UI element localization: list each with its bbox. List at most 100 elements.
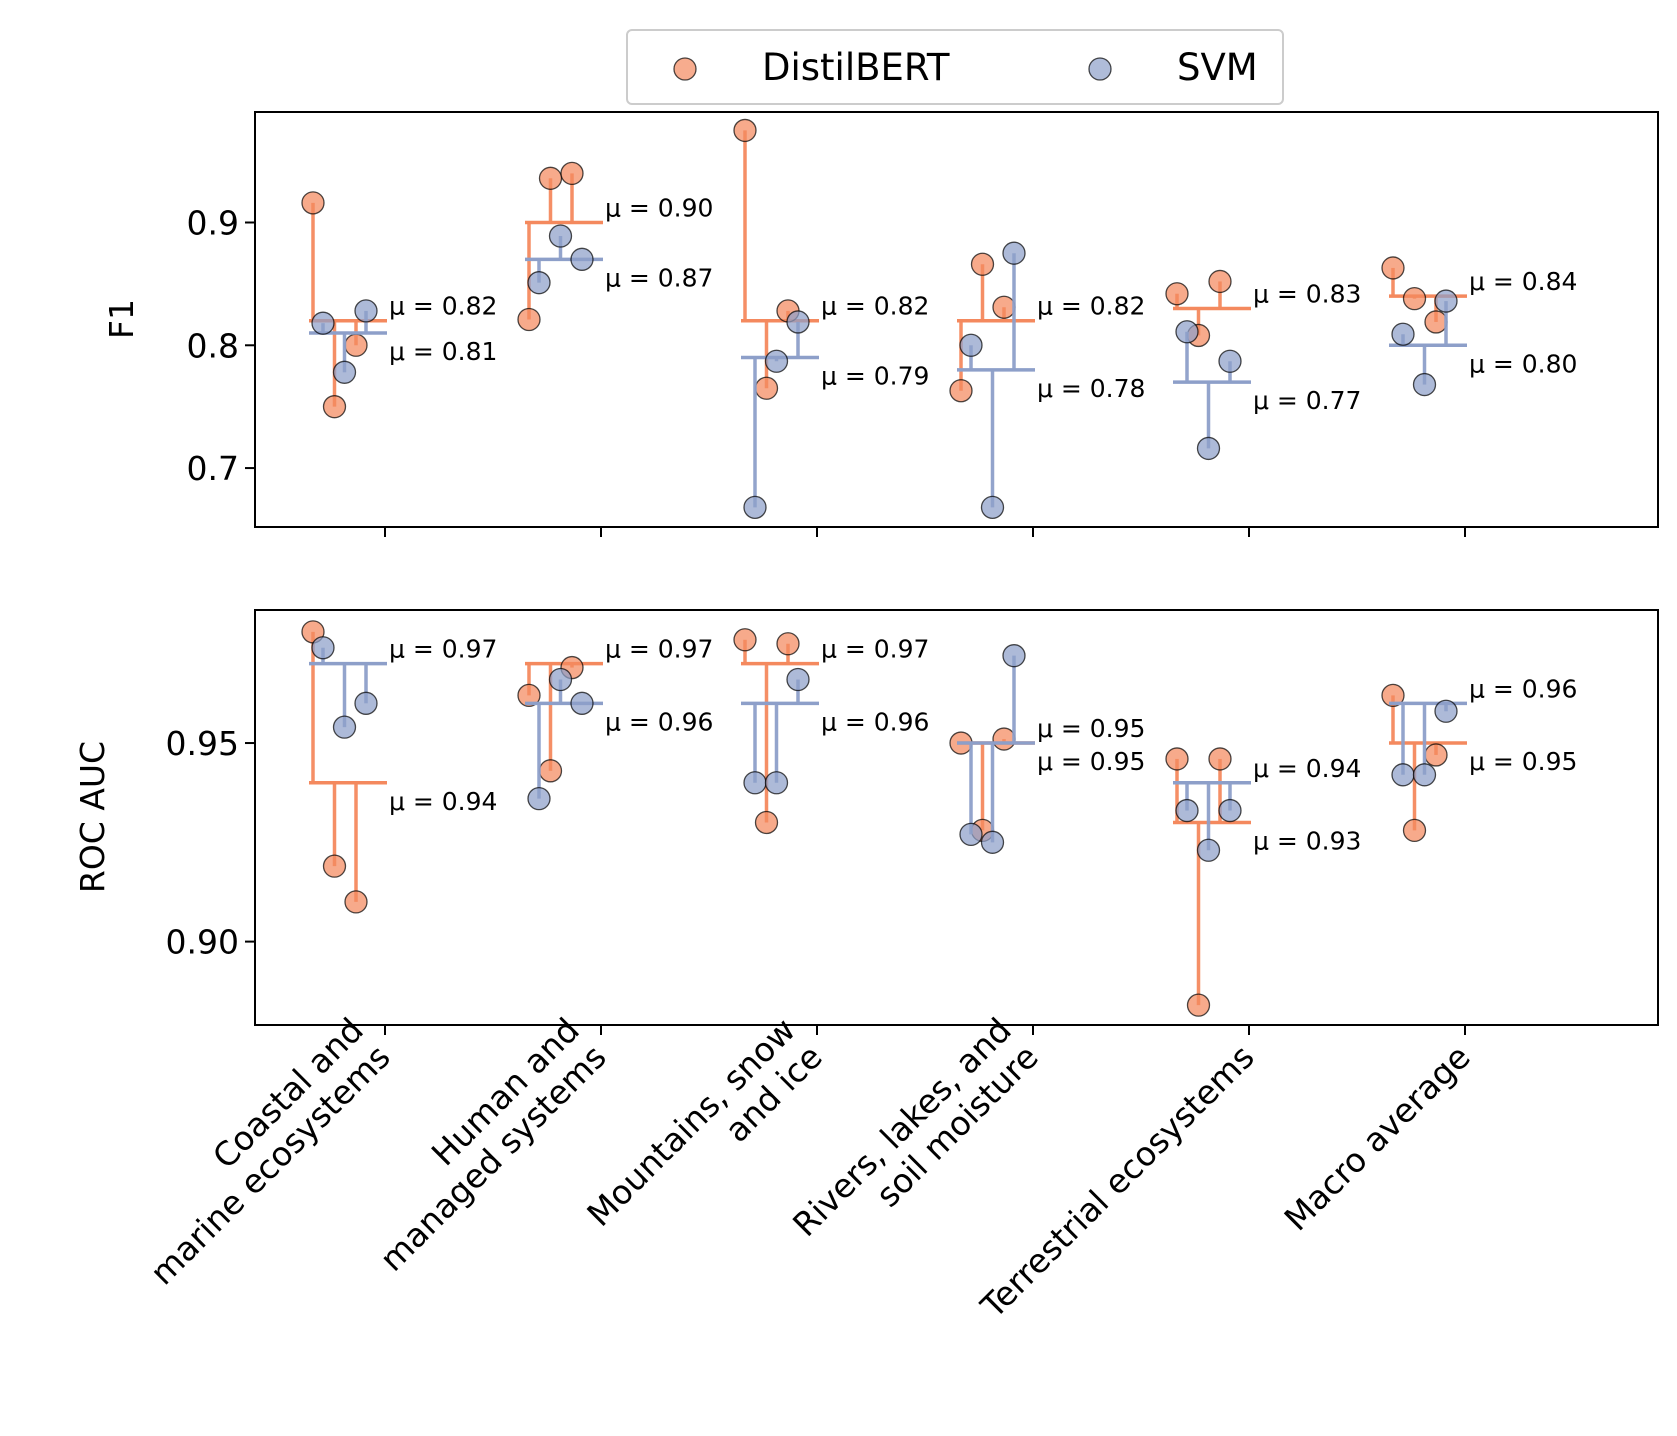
point-f1-distilbert-3-1	[970, 252, 995, 276]
mean-label-f1-svm-3: μ = 0.78	[1037, 374, 1145, 403]
point-roc-auc-svm-2-1	[764, 771, 789, 795]
point-roc-auc-svm-3-1	[980, 830, 1005, 854]
point-roc-auc-distilbert-2-1	[754, 810, 779, 835]
point-f1-svm-4-2	[1218, 349, 1242, 373]
point-f1-distilbert-5-2	[1424, 310, 1448, 334]
point-roc-auc-svm-3-2	[1002, 644, 1026, 668]
panel-roc-auc-ytick-label-1: 0.95	[166, 724, 239, 763]
mean-label-roc-auc-distilbert-3: μ = 0.95	[1037, 747, 1145, 776]
point-roc-auc-distilbert-0-1	[322, 854, 347, 878]
mean-label-roc-auc-svm-1: μ = 0.96	[605, 707, 713, 736]
panel-roc-auc-marks: μ = 0.97 μ = 0.94 μ = 0.97 μ = 0.96 μ = 0.97…	[301, 620, 1577, 1017]
point-f1-distilbert-3-0	[949, 379, 973, 403]
mean-label-f1-svm-2: μ = 0.79	[821, 362, 929, 391]
point-f1-svm-0-0	[311, 311, 335, 335]
mean-label-f1-distilbert-5: μ = 0.84	[1469, 267, 1577, 296]
point-f1-svm-1-0	[527, 271, 551, 295]
point-roc-auc-svm-1-2	[570, 691, 594, 715]
mean-label-roc-auc-distilbert-4: μ = 0.93	[1253, 826, 1361, 855]
point-roc-auc-distilbert-3-2	[992, 727, 1016, 751]
panel-f1-ytick-label-2: 0.9	[187, 204, 239, 243]
point-roc-auc-svm-4-1	[1196, 838, 1221, 862]
mean-label-f1-distilbert-4: μ = 0.83	[1253, 279, 1361, 308]
point-roc-auc-svm-0-1	[332, 715, 357, 739]
point-f1-distilbert-1-2	[560, 161, 584, 186]
point-f1-svm-0-2	[354, 299, 378, 323]
point-f1-svm-2-2	[786, 310, 810, 334]
point-f1-svm-0-1	[332, 360, 357, 384]
point-roc-auc-svm-5-0	[1391, 763, 1415, 787]
point-roc-auc-svm-3-0	[959, 822, 983, 847]
point-f1-svm-5-2	[1434, 289, 1458, 313]
mean-label-f1-distilbert-2: μ = 0.82	[821, 292, 929, 321]
point-roc-auc-distilbert-4-1	[1186, 993, 1211, 1017]
mean-label-f1-svm-5: μ = 0.80	[1469, 349, 1577, 378]
mean-label-f1-distilbert-3: μ = 0.82	[1037, 292, 1145, 321]
point-roc-auc-distilbert-4-0	[1165, 747, 1189, 771]
point-roc-auc-distilbert-2-0	[733, 628, 757, 652]
point-f1-svm-2-0	[743, 495, 767, 520]
point-f1-distilbert-0-2	[344, 333, 368, 357]
point-roc-auc-svm-4-0	[1175, 798, 1199, 823]
point-roc-auc-svm-4-2	[1218, 798, 1242, 823]
legend-frame	[626, 29, 1284, 105]
point-roc-auc-distilbert-5-1	[1402, 818, 1427, 843]
point-f1-svm-3-0	[959, 333, 983, 357]
point-f1-svm-3-1	[980, 495, 1005, 520]
point-f1-svm-5-1	[1412, 372, 1437, 397]
panel-roc-auc: 0.900.95 μ = 0.97μ = 0.94μ = 0.97μ = 0.9…	[73, 609, 1659, 1035]
point-roc-auc-svm-5-1	[1412, 763, 1437, 787]
point-f1-svm-3-2	[1002, 241, 1026, 265]
point-f1-svm-1-2	[570, 247, 594, 271]
point-f1-distilbert-2-1	[754, 376, 779, 400]
legend-label-svm: SVM	[1177, 46, 1258, 89]
point-f1-svm-5-0	[1391, 322, 1415, 346]
panel-roc-auc-y-axis: 0.90 0.95	[166, 724, 255, 962]
point-roc-auc-svm-0-2	[354, 691, 378, 715]
panel-f1: 0.7 0.8 0.9 μ = 0.82 μ = 0.81 μ = 0.90 μ = 0.…	[102, 111, 1659, 537]
point-roc-auc-distilbert-1-1	[538, 759, 563, 783]
mean-label-roc-auc-svm-0: μ = 0.97	[389, 635, 497, 664]
mean-label-roc-auc-distilbert-1: μ = 0.97	[605, 635, 713, 664]
point-f1-distilbert-5-0	[1381, 256, 1405, 280]
point-f1-svm-4-1	[1196, 436, 1221, 461]
point-f1-distilbert-5-1	[1402, 286, 1427, 311]
mean-label-f1-distilbert-1: μ = 0.90	[605, 194, 713, 223]
mean-label-roc-auc-svm-5: μ = 0.96	[1469, 674, 1577, 703]
point-f1-distilbert-1-0	[517, 307, 541, 332]
mean-label-roc-auc-distilbert-2: μ = 0.97	[821, 635, 929, 664]
mean-label-roc-auc-svm-2: μ = 0.96	[821, 707, 929, 736]
point-roc-auc-distilbert-1-0	[517, 683, 541, 708]
panel-roc-auc-x-ticks	[384, 1025, 1466, 1035]
panel-f1-ytick-label-0: 0.7	[187, 449, 239, 488]
legend-label-distilbert: DistilBERT	[762, 46, 950, 89]
point-roc-auc-svm-1-0	[527, 786, 551, 811]
point-f1-svm-1-1	[548, 224, 573, 248]
mean-label-f1-svm-0: μ = 0.81	[389, 337, 497, 366]
point-roc-auc-svm-2-0	[743, 771, 767, 795]
point-f1-distilbert-4-2	[1208, 269, 1232, 294]
mean-label-roc-auc-distilbert-5: μ = 0.95	[1469, 747, 1577, 776]
point-f1-distilbert-2-0	[733, 118, 757, 143]
point-f1-distilbert-3-2	[992, 295, 1016, 319]
legend: DistilBERT SVM	[626, 29, 1284, 105]
panel-roc-auc-ylabel: ROC AUC	[73, 741, 112, 893]
point-roc-auc-distilbert-5-0	[1381, 683, 1405, 708]
point-roc-auc-distilbert-2-2	[776, 632, 800, 656]
point-f1-distilbert-0-0	[301, 191, 325, 215]
mean-label-f1-svm-4: μ = 0.77	[1253, 386, 1361, 415]
point-roc-auc-svm-1-1	[548, 667, 573, 692]
mean-label-roc-auc-distilbert-0: μ = 0.94	[389, 787, 497, 816]
point-f1-svm-4-0	[1175, 320, 1199, 344]
point-f1-distilbert-0-1	[322, 395, 347, 419]
point-roc-auc-distilbert-4-2	[1208, 747, 1232, 771]
point-roc-auc-svm-5-2	[1434, 699, 1458, 723]
panel-f1-x-ticks	[384, 527, 1466, 537]
panel-f1-marks: μ = 0.82 μ = 0.81 μ = 0.90 μ = 0.87 μ = 0.82…	[301, 118, 1577, 520]
point-f1-svm-2-1	[764, 349, 789, 373]
legend-marker-distilbert	[673, 57, 697, 81]
panel-f1-ytick-label-1: 0.8	[187, 326, 239, 365]
legend-marker-svm	[1088, 57, 1112, 81]
